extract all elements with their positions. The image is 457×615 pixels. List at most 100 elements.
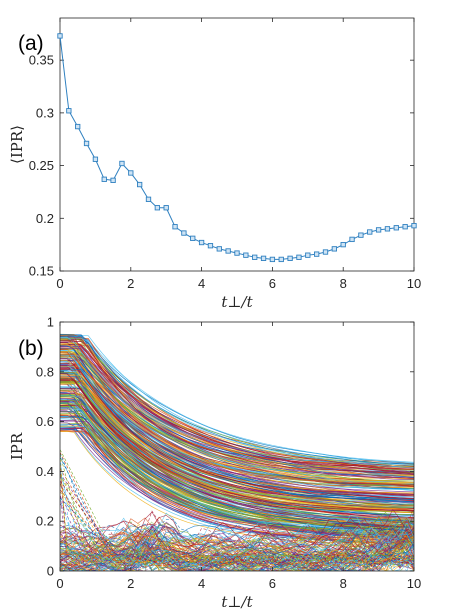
b-series-line — [60, 517, 414, 550]
b-series-line — [60, 395, 414, 526]
a-data-point — [207, 243, 214, 249]
b-series-line — [60, 465, 414, 566]
b-series-line — [60, 518, 414, 549]
b-series-line — [60, 528, 414, 567]
a-data-point — [234, 250, 240, 256]
b-series-line — [60, 336, 414, 468]
b-ytick-label: 0.4 — [36, 464, 54, 479]
a-data-point — [172, 224, 178, 230]
b-ytick-label: 1 — [47, 315, 54, 330]
a-data-point — [296, 254, 302, 260]
a-data-point — [145, 196, 152, 202]
b-series-line — [60, 335, 414, 465]
b-xtick-label: 4 — [198, 576, 205, 591]
a-data-point — [252, 254, 258, 260]
a-data-point — [190, 235, 196, 241]
b-series-line — [60, 346, 414, 478]
b-xtick-label: 10 — [407, 576, 421, 591]
b-series-line — [60, 520, 414, 553]
b-series-line — [60, 530, 414, 560]
a-data-point — [314, 251, 320, 257]
a-xtick-label: 8 — [340, 276, 347, 291]
b-series-line — [60, 360, 414, 494]
b-series-line — [60, 396, 414, 523]
a-data-point — [367, 229, 373, 235]
b-series-line — [60, 521, 414, 549]
b-series-line — [60, 399, 414, 528]
b-axes-box — [59, 321, 415, 572]
panel-a: 0 2 4 6 8 10 0.15 0.2 0.25 0.3 0.35 t⊥/t ⟨IPR⟩ (a) — [8, 17, 421, 311]
a-data-point — [305, 252, 311, 258]
b-series-line — [60, 554, 414, 571]
b-series-line — [60, 536, 414, 566]
a-data-point — [269, 256, 276, 263]
a-data-point — [375, 227, 382, 233]
b-series-line — [60, 347, 414, 475]
a-ylabel: ⟨IPR⟩ — [8, 125, 26, 164]
a-data-point — [154, 205, 160, 211]
b-series-line — [60, 522, 414, 546]
a-data-point — [225, 248, 231, 254]
a-xtick-label: 10 — [407, 276, 421, 291]
b-series-line — [60, 532, 414, 554]
b-series-line — [60, 337, 414, 467]
b-series-line — [60, 372, 414, 506]
a-data-point — [57, 33, 63, 39]
b-series-line — [60, 365, 414, 499]
b-xtick-label: 8 — [340, 576, 347, 591]
a-data-point — [243, 252, 249, 258]
b-series-line — [60, 359, 414, 493]
a-data-point — [322, 249, 329, 255]
b-series-line — [60, 550, 414, 571]
b-series-line — [60, 351, 414, 485]
b-ytick-label: 0.8 — [36, 364, 54, 379]
b-series-line — [60, 378, 414, 509]
b-series-line — [60, 341, 414, 474]
a-data-point — [331, 246, 337, 252]
b-series-line — [60, 350, 414, 483]
b-series-line — [60, 369, 414, 503]
a-axes-box — [59, 17, 415, 272]
a-data-point — [83, 140, 90, 147]
a-ytick-label: 0.2 — [36, 211, 54, 226]
a-data-point — [75, 123, 81, 130]
a-xtick-label: 2 — [127, 276, 134, 291]
b-ytick-label: 0.6 — [36, 414, 54, 429]
b-xtick-label: 2 — [127, 576, 134, 591]
b-ytick-label: 0.2 — [36, 514, 54, 529]
b-series-line — [60, 371, 414, 503]
b-series-line — [60, 383, 414, 514]
a-data-point — [402, 224, 408, 230]
b-series-line — [60, 369, 414, 499]
b-series-line — [60, 537, 414, 571]
a-series-line — [59, 35, 415, 260]
a-data-point — [128, 170, 134, 176]
a-data-point — [101, 176, 107, 182]
a-data-point — [92, 156, 99, 162]
b-ytick-label: 0 — [47, 564, 54, 579]
b-series-line — [60, 386, 414, 517]
b-series-line — [60, 357, 414, 490]
a-xlabel: t⊥/t — [221, 293, 253, 311]
b-series-line — [60, 532, 414, 571]
b-series-line — [60, 334, 414, 464]
a-ytick-label: 0.15 — [29, 264, 54, 279]
b-series-line — [60, 408, 414, 534]
b-xlabel: t⊥/t — [221, 593, 253, 611]
a-data-point — [287, 255, 293, 261]
a-data-point — [260, 255, 267, 261]
a-data-point — [278, 256, 284, 263]
a-data-point — [340, 241, 346, 248]
b-series-line — [60, 376, 414, 510]
a-data-point — [163, 205, 169, 211]
a-data-point — [216, 246, 222, 252]
a-data-point — [181, 230, 187, 236]
b-series-line — [60, 548, 414, 571]
a-data-point — [393, 225, 399, 231]
a-ytick-label: 0.3 — [36, 105, 54, 120]
b-series-line — [60, 528, 414, 561]
b-series-line — [60, 541, 414, 571]
b-series-line — [60, 546, 414, 571]
b-series-line — [60, 502, 414, 567]
